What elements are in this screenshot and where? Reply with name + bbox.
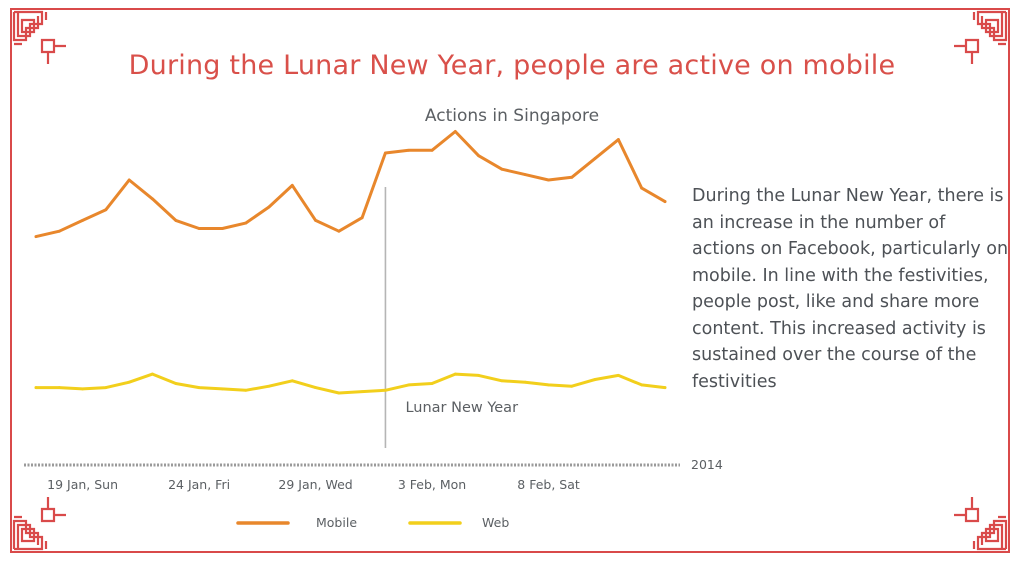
data-point-mobile <box>57 229 61 233</box>
data-point-web <box>384 388 387 392</box>
data-point-web <box>220 387 224 391</box>
data-point-web <box>663 386 667 389</box>
data-point-mobile <box>337 229 341 233</box>
data-point-web <box>453 372 457 376</box>
data-point-web <box>314 386 317 389</box>
x-tick-label: 24 Jan, Fri <box>168 477 230 492</box>
data-point-mobile <box>174 219 178 222</box>
x-tick-label: 29 Jan, Wed <box>278 477 352 492</box>
data-point-web <box>34 386 38 389</box>
data-point-web <box>430 382 434 385</box>
legend-label-web: Web <box>482 515 509 530</box>
data-point-mobile <box>151 197 154 201</box>
year-label: 2014 <box>691 457 723 472</box>
data-point-mobile <box>360 216 364 220</box>
data-point-web <box>570 384 574 388</box>
page-title: During the Lunar New Year, people are ac… <box>128 50 896 81</box>
lattice-corner-icon <box>954 497 1008 551</box>
data-point-web <box>174 382 178 385</box>
description-text: During the Lunar New Year, there is an i… <box>692 186 1009 392</box>
data-point-web <box>477 374 481 377</box>
x-tick-label: 19 Jan, Sun <box>47 477 118 492</box>
data-point-mobile <box>663 200 667 203</box>
decorative-frame <box>10 8 1010 553</box>
data-point-web <box>81 387 84 391</box>
data-point-mobile <box>267 205 271 209</box>
data-point-mobile <box>430 148 434 152</box>
data-point-web <box>267 384 271 388</box>
data-point-mobile <box>523 173 527 177</box>
data-point-web <box>151 372 154 376</box>
data-point-web <box>244 388 248 392</box>
data-point-web <box>640 383 644 387</box>
lattice-corner-icon <box>12 10 66 64</box>
data-point-mobile <box>81 219 84 222</box>
data-point-web <box>523 380 527 384</box>
chart-title: Actions in Singapore <box>424 106 600 126</box>
data-point-web <box>337 391 341 395</box>
data-point-mobile <box>453 130 457 133</box>
data-point-web <box>57 386 61 389</box>
data-point-web <box>617 374 620 377</box>
data-point-web <box>547 383 550 387</box>
data-point-mobile <box>593 157 597 160</box>
annotation-label: Lunar New Year <box>405 400 518 416</box>
series-line-mobile <box>34 130 667 239</box>
data-point-mobile <box>477 154 481 158</box>
lattice-corner-icon <box>12 497 66 551</box>
data-point-mobile <box>220 227 224 230</box>
data-point-mobile <box>290 183 294 187</box>
x-tick-label: 3 Feb, Mon <box>398 477 466 492</box>
data-point-mobile <box>640 186 644 190</box>
series-line-web <box>34 372 667 395</box>
lattice-corner-icon <box>954 10 1008 64</box>
data-point-web <box>197 386 201 389</box>
data-point-web <box>290 379 294 383</box>
data-point-mobile <box>244 221 248 225</box>
legend-label-mobile: Mobile <box>316 515 357 530</box>
data-point-mobile <box>314 219 317 222</box>
data-point-web <box>407 383 411 387</box>
data-point-mobile <box>34 235 38 239</box>
data-point-web <box>500 379 504 383</box>
data-point-mobile <box>197 227 201 230</box>
data-point-mobile <box>570 175 574 179</box>
data-point-mobile <box>384 151 387 155</box>
data-point-web <box>104 386 108 389</box>
data-point-mobile <box>127 178 131 182</box>
data-point-mobile <box>617 138 620 141</box>
data-point-web <box>127 380 131 384</box>
x-tick-label: 8 Feb, Sat <box>517 477 580 492</box>
data-point-web <box>593 378 597 381</box>
data-point-web <box>360 390 364 394</box>
data-point-mobile <box>407 148 411 152</box>
data-point-mobile <box>500 167 504 171</box>
data-point-mobile <box>104 208 108 212</box>
data-point-mobile <box>547 178 550 182</box>
